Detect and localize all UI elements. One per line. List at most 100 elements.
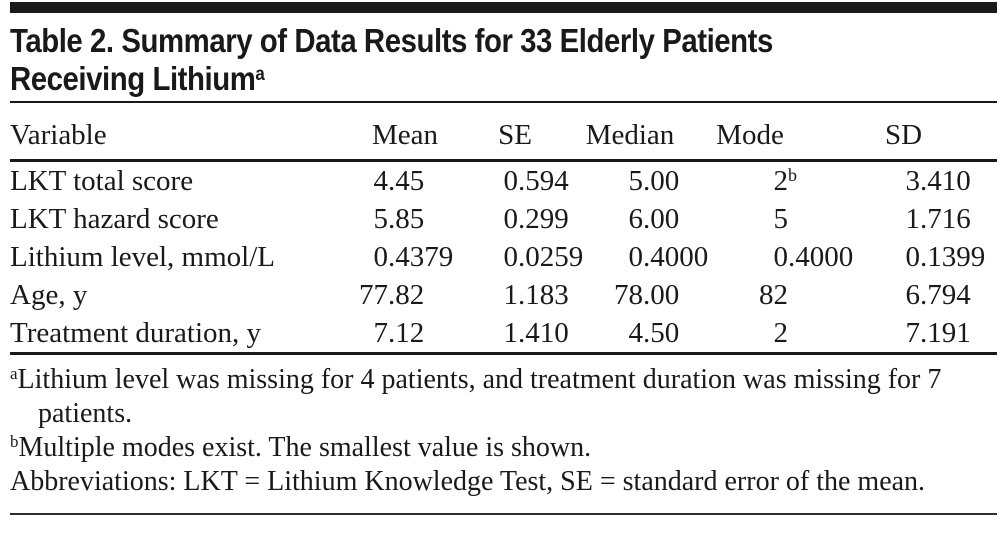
sd-value: 7.191 bbox=[810, 314, 997, 352]
median-cell: 78.00 bbox=[570, 276, 690, 314]
integer-part: 6 bbox=[628, 203, 644, 235]
se-value: 1.183 bbox=[460, 276, 570, 314]
table-title-line2: Receiving Lithiuma bbox=[10, 60, 888, 98]
integer-part: 82 bbox=[759, 279, 788, 311]
table-row: LKT hazard score 5.85 0.299 6.00 5 1.716 bbox=[10, 200, 997, 238]
table-title-line1: Table 2. Summary of Data Results for 33 … bbox=[10, 22, 773, 59]
column-header-mode: Mode bbox=[716, 119, 784, 151]
se-cell: 0.0259 bbox=[460, 238, 584, 276]
se-cell: 0.594 bbox=[460, 161, 570, 201]
fraction-part: .183 bbox=[518, 279, 569, 311]
fraction-part: .191 bbox=[920, 317, 971, 349]
sd-cell: 1.716 bbox=[810, 200, 997, 238]
mean-value: 5.85 bbox=[350, 200, 460, 238]
fraction-part: .00 bbox=[643, 279, 680, 311]
integer-part: 0 bbox=[373, 241, 389, 273]
column-header-sd: SD bbox=[884, 119, 923, 151]
footnote-a: aLithium level was missing for 4 patient… bbox=[10, 363, 997, 431]
median-value: 6.00 bbox=[570, 200, 690, 238]
column-header-se: SE bbox=[498, 119, 532, 151]
footnote-a-text: Lithium level was missing for 4 patients… bbox=[17, 364, 942, 429]
mode-cell: 82 bbox=[690, 276, 810, 314]
sd-value: 0.1399 bbox=[810, 238, 997, 276]
integer-part: 1 bbox=[905, 203, 921, 235]
footnote-a-marker: a bbox=[10, 364, 18, 383]
se-value: 0.0259 bbox=[460, 238, 584, 276]
integer-part: 2 bbox=[773, 317, 789, 349]
top-rule-bar bbox=[10, 2, 997, 13]
median-value: 5.00 bbox=[570, 162, 690, 200]
rule-under-table-body bbox=[10, 352, 997, 355]
fraction-part: .410 bbox=[920, 165, 971, 197]
sd-cell: 3.410 bbox=[810, 161, 997, 201]
mean-cell: 7.12 bbox=[350, 314, 460, 352]
fraction-part: .82 bbox=[388, 279, 425, 311]
sd-value: 3.410 bbox=[810, 162, 997, 200]
median-value: 78.00 bbox=[570, 276, 690, 314]
sd-cell: 7.191 bbox=[810, 314, 997, 352]
fraction-part: .716 bbox=[920, 203, 971, 235]
integer-part: 0 bbox=[503, 203, 519, 235]
fraction-part: .410 bbox=[518, 317, 569, 349]
table-row: Age, y 77.82 1.183 78.00 82 6.794 bbox=[10, 276, 997, 314]
median-cell: 4.50 bbox=[570, 314, 690, 352]
fraction-part: .00 bbox=[643, 203, 680, 235]
footnote-b: bMultiple modes exist. The smallest valu… bbox=[10, 431, 997, 465]
median-value: 4.50 bbox=[570, 314, 690, 352]
column-header-median: Median bbox=[585, 119, 675, 151]
integer-part: 4 bbox=[373, 165, 389, 197]
integer-part: 3 bbox=[905, 165, 921, 197]
sd-cell: 6.794 bbox=[810, 276, 997, 314]
integer-part: 4 bbox=[628, 317, 644, 349]
header-row: Variable Mean SE Median Mode SD bbox=[10, 103, 997, 161]
mean-value: 7.12 bbox=[350, 314, 460, 352]
sd-value: 6.794 bbox=[810, 276, 997, 314]
figure-content: Table 2. Summary of Data Results for 33 … bbox=[10, 2, 997, 515]
variable-cell: LKT total score bbox=[10, 165, 194, 197]
integer-part: 0 bbox=[628, 241, 644, 273]
integer-part: 7 bbox=[905, 317, 921, 349]
table-row: LKT total score 4.45 0.594 5.00 2b 3.410 bbox=[10, 161, 997, 201]
integer-part: 5 bbox=[773, 203, 789, 235]
fraction-part: .00 bbox=[643, 165, 680, 197]
fraction-part: .12 bbox=[388, 317, 425, 349]
mean-value: 0.4379 bbox=[350, 238, 460, 276]
integer-part: 6 bbox=[905, 279, 921, 311]
variable-cell: Treatment duration, y bbox=[10, 317, 262, 349]
integer-part: 0 bbox=[773, 241, 789, 273]
fraction-part: .1399 bbox=[920, 241, 986, 273]
mean-cell: 0.4379 bbox=[350, 238, 460, 276]
footnote-b-marker: b bbox=[10, 432, 19, 451]
mean-cell: 77.82 bbox=[350, 276, 460, 314]
footnote-abbreviations: Abbreviations: LKT = Lithium Knowledge T… bbox=[10, 465, 997, 499]
mean-cell: 5.85 bbox=[350, 200, 460, 238]
integer-part: 0 bbox=[905, 241, 921, 273]
mode-footnote-marker: b bbox=[788, 165, 797, 185]
mean-cell: 4.45 bbox=[350, 161, 460, 201]
column-header-variable: Variable bbox=[10, 119, 107, 151]
variable-cell: Age, y bbox=[10, 279, 88, 311]
variable-cell: LKT hazard score bbox=[10, 203, 219, 235]
mean-value: 4.45 bbox=[350, 162, 460, 200]
footnote-abbreviations-text: Abbreviations: LKT = Lithium Knowledge T… bbox=[10, 466, 926, 497]
fraction-part: .50 bbox=[643, 317, 680, 349]
se-value: 1.410 bbox=[460, 314, 570, 352]
integer-part: 5 bbox=[373, 203, 389, 235]
column-header-mean: Mean bbox=[371, 119, 439, 151]
mode-value: 2b bbox=[690, 162, 810, 200]
fraction-part: .85 bbox=[388, 203, 425, 235]
footnote-b-text: Multiple modes exist. The smallest value… bbox=[18, 432, 592, 463]
fraction-part: .4379 bbox=[388, 241, 454, 273]
footnotes-block: aLithium level was missing for 4 patient… bbox=[10, 363, 997, 499]
mode-cell: 5 bbox=[690, 200, 810, 238]
rule-under-title bbox=[10, 101, 997, 103]
table-row: Lithium level, mmol/L 0.4379 0.0259 0.40… bbox=[10, 238, 997, 276]
fraction-part: .299 bbox=[518, 203, 569, 235]
mode-cell: 2b bbox=[690, 161, 810, 201]
fraction-part: .4000 bbox=[643, 241, 709, 273]
integer-part: 77 bbox=[359, 279, 388, 311]
table-title: Table 2. Summary of Data Results for 33 … bbox=[10, 22, 997, 98]
integer-part: 1 bbox=[503, 317, 519, 349]
integer-part: 7 bbox=[373, 317, 389, 349]
